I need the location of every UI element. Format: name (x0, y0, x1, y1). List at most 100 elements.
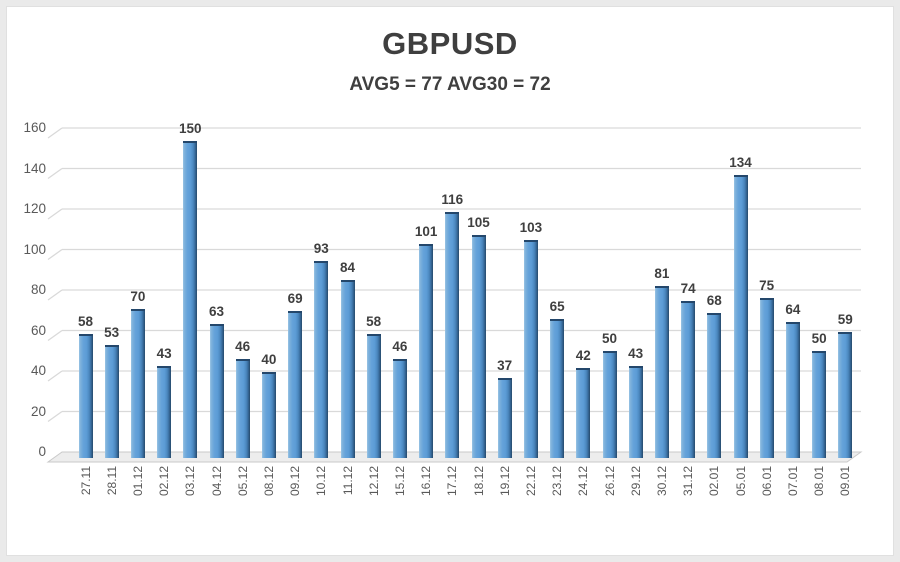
bar-28.11 (104, 345, 119, 458)
x-tick-label: 19.12 (497, 466, 512, 497)
bar-31.12 (681, 301, 696, 458)
bar-02.12 (157, 366, 172, 458)
bar-07.01 (785, 322, 800, 458)
x-tick-label: 28.11 (104, 466, 119, 496)
chart-title: GBPUSD (382, 26, 518, 61)
bar-29.12 (628, 366, 643, 458)
bar-04.12 (209, 324, 224, 458)
y-tick-label: 100 (23, 241, 46, 257)
bar-08.01 (812, 351, 827, 458)
gridline-depth-tick (47, 167, 63, 180)
bar-value-label: 68 (706, 293, 722, 308)
bar-value-label: 150 (179, 121, 202, 136)
x-tick-label: 27.11 (78, 466, 93, 496)
gridline-depth-tick (47, 329, 63, 342)
y-tick-label: 80 (30, 282, 46, 297)
bar-value-label: 81 (654, 266, 670, 281)
x-tick-label: 08.12 (261, 466, 276, 497)
bar-09.12 (288, 311, 303, 458)
bar-value-label: 74 (680, 281, 696, 296)
x-tick-label: 01.12 (130, 466, 145, 497)
gridline-depth-tick (47, 410, 63, 423)
bar-24.12 (576, 368, 591, 458)
bar-value-label: 69 (287, 291, 303, 306)
bar-03.12 (183, 141, 198, 458)
x-tick-label: 24.12 (576, 466, 591, 497)
bar-02.01 (707, 313, 722, 458)
y-tick-label: 120 (23, 201, 46, 216)
bar-10.12 (314, 261, 329, 458)
x-tick-label: 09.12 (288, 466, 303, 497)
gridline-depth-tick (47, 208, 63, 220)
y-tick-label: 140 (23, 160, 46, 176)
x-tick-label: 26.12 (602, 466, 617, 497)
gridline-depth-tick (47, 370, 63, 382)
bar-value-label: 40 (261, 352, 277, 367)
bar-value-label: 84 (339, 260, 356, 275)
bar-16.12 (419, 244, 434, 458)
bar-value-label: 50 (811, 331, 827, 346)
bar-value-label: 134 (729, 155, 752, 170)
x-tick-label: 18.12 (471, 466, 486, 497)
bar-12.12 (366, 334, 381, 458)
bar-value-label: 58 (366, 314, 382, 329)
x-tick-label: 02.12 (157, 466, 172, 497)
gridline-depth-tick (47, 127, 63, 139)
bar-value-label: 63 (208, 304, 225, 319)
x-tick-label: 15.12 (392, 466, 407, 497)
bar-value-label: 46 (392, 339, 408, 354)
bar-15.12 (392, 359, 407, 458)
bar-value-label: 42 (575, 348, 591, 363)
x-tick-label: 05.12 (235, 466, 250, 497)
x-tick-label: 02.01 (707, 466, 722, 497)
chart-subtitle: AVG5 = 77 AVG30 = 72 (349, 74, 551, 95)
x-tick-label: 11.12 (340, 466, 355, 496)
x-tick-label: 22.12 (523, 466, 538, 497)
bar-value-label: 46 (235, 339, 251, 354)
bar-value-label: 93 (313, 241, 329, 256)
bar-06.01 (759, 298, 774, 458)
x-tick-label: 31.12 (681, 466, 696, 497)
bar-value-label: 116 (441, 192, 464, 207)
bar-11.12 (340, 280, 355, 458)
bar-17.12 (445, 212, 460, 458)
x-tick-label: 30.12 (654, 466, 669, 497)
bar-23.12 (550, 319, 565, 458)
bar-26.12 (602, 351, 617, 458)
bar-value-label: 43 (156, 346, 172, 361)
bar-05.12 (235, 359, 250, 458)
gridline-depth-tick (47, 289, 63, 301)
bar-value-label: 103 (519, 220, 543, 235)
y-tick-label: 20 (30, 403, 46, 419)
x-tick-label: 04.12 (209, 466, 224, 497)
bar-value-label: 75 (759, 278, 775, 293)
y-tick-label: 160 (23, 120, 46, 135)
bar-value-label: 37 (497, 358, 513, 373)
bar-30.12 (654, 286, 669, 458)
bar-value-label: 65 (549, 299, 565, 314)
bar-value-label: 70 (130, 289, 146, 304)
x-tick-label: 08.01 (812, 466, 827, 497)
bar-22.12 (523, 240, 538, 458)
y-tick-label: 60 (30, 322, 46, 338)
x-tick-label: 17.12 (445, 466, 460, 497)
bar-value-label: 50 (601, 331, 618, 346)
bar-08.12 (261, 372, 276, 458)
x-tick-label: 09.01 (838, 466, 853, 497)
bar-27.11 (78, 334, 93, 458)
x-tick-label: 23.12 (550, 466, 565, 497)
x-tick-label: 03.12 (183, 466, 198, 497)
bar-09.01 (838, 332, 853, 458)
x-tick-label: 05.01 (733, 466, 748, 497)
x-tick-label: 16.12 (419, 466, 434, 497)
gridline-depth-tick (47, 248, 63, 261)
y-tick-label: 40 (30, 363, 46, 378)
x-tick-label: 06.01 (759, 466, 774, 497)
bar-value-label: 53 (104, 325, 120, 340)
bar-value-label: 58 (77, 314, 94, 329)
y-tick-label: 0 (38, 444, 46, 459)
bar-18.12 (471, 235, 486, 458)
bar-value-label: 59 (837, 312, 853, 327)
